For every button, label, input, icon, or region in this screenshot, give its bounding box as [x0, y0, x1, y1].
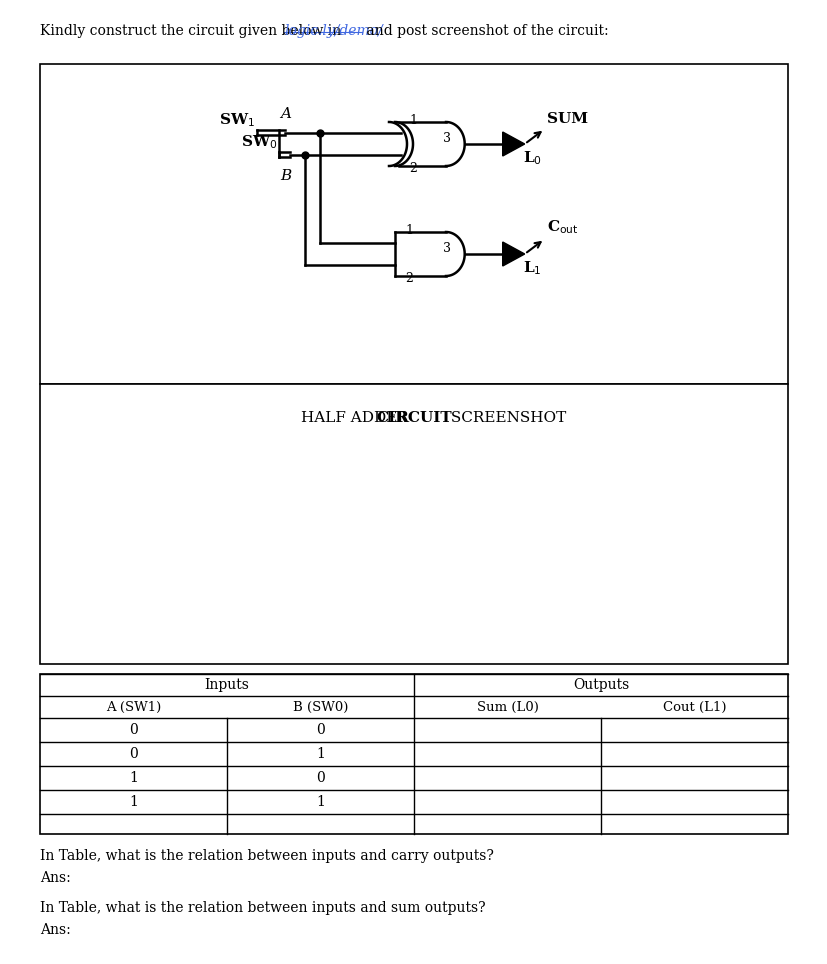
Text: 0: 0 — [316, 723, 324, 737]
Text: 1: 1 — [316, 747, 324, 761]
Text: Outputs: Outputs — [572, 678, 629, 692]
Text: SCREENSHOT: SCREENSHOT — [446, 411, 566, 424]
Text: A (SW1): A (SW1) — [106, 701, 161, 713]
Text: In Table, what is the relation between inputs and carry outputs?: In Table, what is the relation between i… — [40, 849, 493, 863]
Text: 0: 0 — [129, 747, 138, 761]
Text: A: A — [280, 107, 290, 121]
Text: SW$_0$: SW$_0$ — [241, 133, 277, 151]
Text: C$_\mathrm{out}$: C$_\mathrm{out}$ — [546, 218, 577, 236]
Text: SW$_1$: SW$_1$ — [218, 111, 255, 129]
Text: SUM: SUM — [546, 112, 587, 126]
Text: 1: 1 — [316, 795, 324, 809]
Text: 0: 0 — [129, 723, 138, 737]
Text: 0: 0 — [316, 771, 324, 785]
Text: HALF ADDER: HALF ADDER — [301, 411, 414, 424]
Bar — [40, 64, 787, 384]
Text: CIRCUIT: CIRCUIT — [375, 411, 452, 424]
Text: Sum (L0): Sum (L0) — [476, 701, 538, 713]
Text: In Table, what is the relation between inputs and sum outputs?: In Table, what is the relation between i… — [40, 901, 485, 915]
Bar — [40, 384, 787, 664]
Text: 3: 3 — [442, 132, 450, 146]
Text: logic.ly/demo/: logic.ly/demo/ — [284, 24, 382, 38]
Text: and post screenshot of the circuit:: and post screenshot of the circuit: — [361, 24, 608, 38]
Polygon shape — [502, 242, 524, 266]
Text: 1: 1 — [409, 114, 417, 126]
Text: Kindly construct the circuit given below in: Kindly construct the circuit given below… — [40, 24, 345, 38]
Text: 2: 2 — [404, 272, 413, 284]
Text: Cout (L1): Cout (L1) — [662, 701, 725, 713]
Bar — [40, 674, 787, 834]
Text: B: B — [280, 169, 291, 183]
Text: L$_1$: L$_1$ — [523, 259, 542, 277]
Text: Ans:: Ans: — [40, 923, 70, 937]
Text: Inputs: Inputs — [204, 678, 249, 692]
Text: 2: 2 — [409, 162, 417, 174]
Text: 1: 1 — [129, 795, 138, 809]
Text: B (SW0): B (SW0) — [293, 701, 348, 713]
Text: 1: 1 — [129, 771, 138, 785]
Text: L$_0$: L$_0$ — [523, 149, 542, 167]
Text: 1: 1 — [404, 224, 413, 236]
Text: 3: 3 — [442, 243, 450, 255]
Polygon shape — [502, 132, 524, 156]
Text: Ans:: Ans: — [40, 871, 70, 885]
